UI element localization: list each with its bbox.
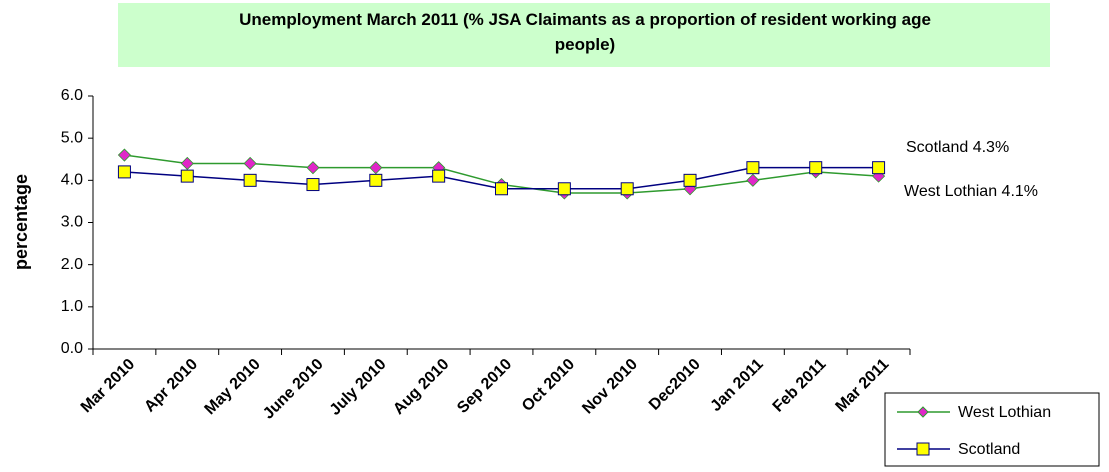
x-tick-label: Jan 2011 <box>707 356 766 415</box>
x-tick-label: Dec2010 <box>646 356 704 414</box>
x-tick-label: Apr 2010 <box>141 356 201 416</box>
marker <box>180 169 194 183</box>
marker <box>557 182 571 196</box>
marker <box>746 173 760 187</box>
marker <box>369 173 383 187</box>
marker <box>809 161 823 175</box>
marker <box>117 165 131 179</box>
x-tick-label: Oct 2010 <box>519 356 578 415</box>
annotation: Scotland 4.3% <box>906 139 1009 156</box>
marker <box>243 156 257 171</box>
y-tick-label: 5.0 <box>61 129 83 146</box>
x-tick-label: Mar 2011 <box>833 356 893 416</box>
marker <box>495 182 508 196</box>
y-tick-label: 2.0 <box>61 256 83 273</box>
marker <box>306 178 320 192</box>
y-tick-label: 1.0 <box>61 298 83 315</box>
x-tick-label: Sep 2010 <box>454 356 515 417</box>
marker <box>369 161 383 175</box>
x-tick-label: July 2010 <box>327 356 390 419</box>
marker <box>180 156 194 171</box>
x-tick-label: May 2010 <box>202 356 264 418</box>
legend-marker <box>917 406 929 418</box>
x-tick-label: June 2010 <box>260 356 327 423</box>
legend-label: Scotland <box>958 441 1020 458</box>
marker <box>432 169 446 183</box>
marker <box>117 148 131 162</box>
marker <box>683 173 697 187</box>
marker <box>243 173 257 187</box>
y-axis-title: percentage <box>11 174 31 270</box>
annotation: West Lothian 4.1% <box>904 183 1038 200</box>
y-tick-label: 4.0 <box>61 172 83 189</box>
y-tick-label: 3.0 <box>61 214 83 231</box>
title-box <box>118 3 1050 67</box>
marker <box>306 161 320 175</box>
chart-title: Unemployment March 2011 (% JSA Claimants… <box>239 10 931 54</box>
x-tick-label: Feb 2011 <box>770 356 830 416</box>
marker <box>620 182 634 196</box>
y-tick-label: 0.0 <box>61 340 83 357</box>
marker <box>872 161 886 175</box>
x-tick-label: Aug 2010 <box>390 356 452 418</box>
y-tick-label: 6.0 <box>61 87 83 104</box>
legend-marker <box>916 442 930 456</box>
marker <box>746 161 760 175</box>
legend-label: West Lothian <box>958 404 1051 421</box>
x-tick-label: Mar 2010 <box>78 356 139 417</box>
x-tick-label: Nov 2010 <box>579 356 641 418</box>
